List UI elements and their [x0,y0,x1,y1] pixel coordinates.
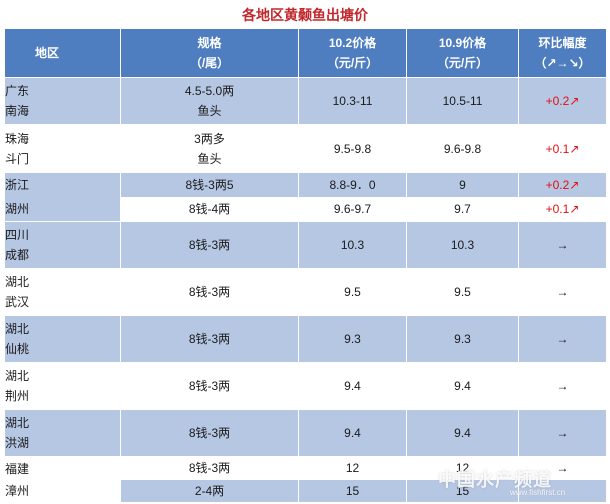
price-2-cell: 9.7 [406,196,519,222]
spec-cell: 8钱-3两 [120,456,299,480]
table-row: 四川 成都 8钱-3两 10.3 10.3 → [4,221,607,269]
header-spec: 规格 （/尾） [120,28,299,78]
change-cell [518,479,607,503]
header-price-1: 10.2价格 （元/斤） [298,28,407,78]
table-row: 浙江 湖州 8钱-3两5 8.8-9．0 9 +0.2↗ [4,172,607,222]
table-row: 珠海 斗门 3两多 鱼头 9.5-9.8 9.6-9.8 +0.1↗ [4,124,607,173]
watermark-logo: 中国水产频道 [438,470,552,490]
header-region: 地区 [4,28,121,78]
price-2-cell: 9.4 [406,409,519,457]
price-table: 地区 规格 （/尾） 10.2价格 （元/斤） 10.9价格 （元/斤） 环比幅度 （↗… [4,28,607,503]
price-1-cell: 9.6-9.7 [298,196,407,222]
price-2-cell: 9.3 [406,315,519,363]
price-2-cell: 9 [406,172,519,198]
table-row: 2-4两 15 15 [5,479,607,503]
change-cell: → [518,362,607,410]
table-row: 湖北 洪湖 8钱-3两 9.4 9.4 → [4,409,607,457]
price-2-cell: 10.3 [406,221,519,269]
region-cell: 四川 成都 [4,221,121,269]
table-row: 8钱-4两 9.6-9.7 9.7 +0.1↗ [5,196,607,222]
price-2-cell: 9.5 [406,268,519,316]
price-1-cell: 9.4 [298,409,407,457]
region-cell: 湖北 武汉 [4,268,121,316]
spec-cell: 8钱-4两 [120,196,299,222]
price-1-cell: 8.8-9．0 [298,172,407,198]
price-1-cell: 10.3-11 [298,77,407,125]
region-cell: 湖北 洪湖 [4,409,121,457]
change-cell: +0.1↗ [518,124,607,173]
price-1-cell: 9.5-9.8 [298,124,407,173]
watermark-url: www.fishfirst.cn [510,488,566,497]
region-cell: 珠海 斗门 [4,124,121,173]
table-row: 福建 漳州 8钱-3两 12 12 → [4,456,607,503]
spec-cell: 8钱-3两 [120,315,299,363]
table-row: 广东 南海 4.5-5.0两 鱼头 10.3-11 10.5-11 +0.2↗ [4,77,607,125]
region-cell: 湖北 仙桃 [4,315,121,363]
spec-cell: 8钱-3两 [120,221,299,269]
header-price-2: 10.9价格 （元/斤） [406,28,519,78]
change-cell: → [518,268,607,316]
header-change: 环比幅度 （↗→↘） [518,28,607,78]
price-2-cell: 12 [406,456,519,480]
header-row: 地区 规格 （/尾） 10.2价格 （元/斤） 10.9价格 （元/斤） 环比幅度 （↗… [4,28,607,78]
price-2-cell: 9.6-9.8 [406,124,519,173]
price-1-cell: 10.3 [298,221,407,269]
region-cell: 湖北 荆州 [4,362,121,410]
change-cell: +0.2↗ [518,172,607,198]
spec-cell: 2-4两 [120,479,299,503]
price-1-cell: 9.4 [298,362,407,410]
table-row: 湖北 仙桃 8钱-3两 9.3 9.3 → [4,315,607,363]
change-cell: +0.1↗ [518,196,607,222]
region-cell: 福建 漳州 [4,456,121,503]
price-2-cell: 10.5-11 [406,77,519,125]
table-row: 湖北 荆州 8钱-3两 9.4 9.4 → [4,362,607,410]
change-cell: +0.2↗ [518,77,607,125]
spec-cell: 8钱-3两5 [120,172,299,198]
region-cell: 浙江 湖州 [4,172,121,222]
spec-cell: 8钱-3两 [120,268,299,316]
spec-cell: 8钱-3两 [120,362,299,410]
spec-cell: 3两多 鱼头 [120,124,299,173]
table-row: 湖北 武汉 8钱-3两 9.5 9.5 → [4,268,607,316]
spec-cell: 8钱-3两 [120,409,299,457]
change-cell: → [518,221,607,269]
price-1-cell: 15 [298,479,407,503]
spec-cell: 4.5-5.0两 鱼头 [120,77,299,125]
region-cell: 广东 南海 [4,77,121,125]
price-1-cell: 9.3 [298,315,407,363]
change-cell: → [518,315,607,363]
price-1-cell: 12 [298,456,407,480]
price-2-cell: 9.4 [406,362,519,410]
change-cell: → [518,409,607,457]
table-title: 各地区黄颡鱼出塘价 [242,7,368,23]
price-1-cell: 9.5 [298,268,407,316]
